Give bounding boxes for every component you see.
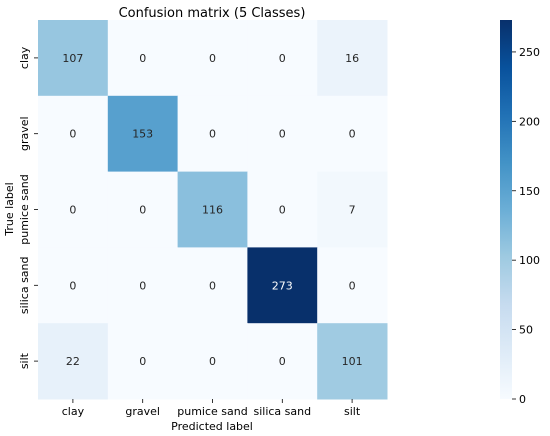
cell-value-label: 0 — [209, 355, 216, 368]
x-tick-label: pumice sand — [177, 405, 247, 418]
heatmap-cell — [177, 20, 248, 97]
heatmap-cell-labels: 107 0 0 0 16 0 153 0 0 0 0 0 116 0 7 0 0 0 273 0 22 0 0 0 101 — [62, 52, 362, 368]
heatmap-cell — [38, 247, 109, 324]
heatmap-cell — [38, 95, 109, 173]
cell-value-label: 0 — [349, 128, 356, 141]
heatmap-cell — [177, 247, 248, 324]
heatmap-cell — [177, 171, 248, 248]
heatmap-cell — [107, 247, 179, 324]
cell-value-label: 153 — [132, 128, 153, 141]
heatmap-cell — [107, 171, 179, 248]
heatmap-cell — [317, 20, 388, 97]
cell-value-label: 0 — [139, 52, 146, 65]
y-tick-label: silica sand — [18, 256, 31, 314]
colorbar-tick-label: 150 — [519, 185, 540, 198]
y-tick-label: clay — [18, 46, 31, 69]
x-tick-label: silt — [344, 405, 361, 418]
x-axis-label: Predicted label — [171, 420, 253, 433]
cell-value-label: 0 — [279, 204, 286, 217]
colorbar-ticks: 0 50 100 150 200 250 — [512, 46, 540, 406]
cell-value-label: 0 — [69, 128, 76, 141]
heatmap-cell — [317, 323, 388, 400]
heatmap-cell — [247, 323, 318, 400]
colorbar-tick-label: 100 — [519, 254, 540, 267]
heatmap-cell — [38, 20, 109, 97]
cell-value-label: 0 — [279, 128, 286, 141]
heatmap-cell — [107, 323, 179, 400]
heatmap-cell — [247, 247, 318, 324]
cell-value-label: 0 — [209, 279, 216, 292]
heatmap-cell — [317, 247, 388, 324]
heatmap-cell — [177, 95, 248, 173]
colorbar-tick-label: 50 — [519, 324, 533, 337]
y-tick-label: silt — [18, 352, 31, 369]
heatmap-cell — [247, 20, 318, 97]
y-axis-ticks: clay gravel pumice sand silica sand silt — [18, 46, 38, 369]
y-tick-label: gravel — [18, 116, 31, 151]
cell-value-label: 0 — [279, 52, 286, 65]
heatmap-cell — [247, 95, 318, 173]
colorbar — [500, 20, 512, 399]
cell-value-label: 0 — [209, 128, 216, 141]
x-tick-label: clay — [62, 405, 85, 418]
cell-value-label: 0 — [69, 279, 76, 292]
x-axis-ticks: clay gravel pumice sand silica sand silt — [62, 399, 361, 418]
cell-value-label: 0 — [279, 355, 286, 368]
cell-value-label: 0 — [139, 279, 146, 292]
colorbar-tick-label: 0 — [519, 393, 526, 406]
heatmap-cell — [177, 323, 248, 400]
cell-value-label: 0 — [69, 204, 76, 217]
heatmap-cell — [107, 20, 179, 97]
heatmap-cells — [38, 20, 388, 400]
cell-value-label: 0 — [139, 355, 146, 368]
colorbar-tick-label: 200 — [519, 115, 540, 128]
cell-value-label: 273 — [272, 279, 293, 292]
y-axis-label: True label — [3, 182, 16, 236]
y-tick-label: pumice sand — [18, 174, 31, 244]
cell-value-label: 7 — [349, 204, 356, 217]
cell-value-label: 0 — [139, 204, 146, 217]
cell-value-label: 0 — [209, 52, 216, 65]
heatmap-cell — [38, 323, 109, 400]
heatmap-cell — [38, 171, 109, 248]
heatmap-cell — [317, 171, 388, 248]
cell-value-label: 16 — [345, 52, 359, 65]
cell-value-label: 22 — [66, 355, 80, 368]
cell-value-label: 107 — [62, 52, 83, 65]
x-tick-label: silica sand — [253, 405, 311, 418]
cell-value-label: 116 — [202, 204, 223, 217]
x-tick-label: gravel — [125, 405, 160, 418]
cell-value-label: 101 — [342, 355, 363, 368]
chart-title: Confusion matrix (5 Classes) — [119, 6, 306, 21]
colorbar-tick-label: 250 — [519, 46, 540, 59]
heatmap-cell — [107, 95, 179, 173]
heatmap-cell — [247, 171, 318, 248]
heatmap-cell — [317, 95, 388, 173]
cell-value-label: 0 — [349, 279, 356, 292]
